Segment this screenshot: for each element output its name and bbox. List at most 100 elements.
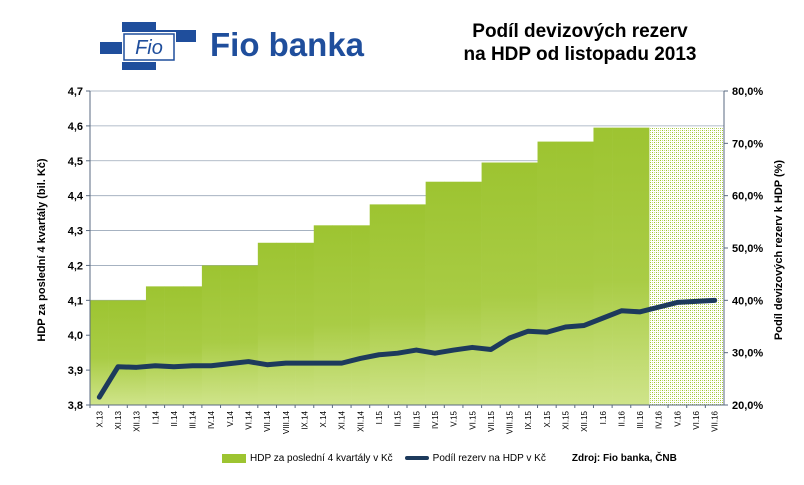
y-tick-label: 3,9	[68, 365, 83, 377]
brand-name: Fio banka	[210, 26, 365, 63]
x-tick-label: VIII.15	[506, 410, 515, 434]
share-line	[96, 297, 718, 400]
bar	[518, 162, 538, 405]
x-tick-label: I.15	[375, 410, 384, 424]
y2-tick-label: 40,0%	[732, 295, 763, 307]
bar	[90, 300, 109, 405]
bar	[556, 141, 576, 406]
y2-axis-label: Podíl devizových rezerv k HDP (%)	[773, 160, 785, 340]
x-tick-label: IV.16	[655, 410, 664, 428]
bar	[574, 141, 594, 406]
bar	[425, 181, 445, 405]
x-tick-label: II.15	[394, 410, 403, 426]
x-tick-label: II.16	[617, 410, 626, 426]
bar	[276, 242, 296, 405]
legend-label-gdp: HDP za poslední 4 kvartály v Kč	[250, 452, 393, 464]
x-tick-label: V.14	[226, 410, 235, 426]
bar	[220, 265, 240, 405]
bar	[295, 242, 315, 405]
bar	[537, 141, 557, 406]
x-tick-label: I.14	[151, 410, 160, 424]
x-tick-label: XII.14	[356, 410, 365, 431]
bar	[313, 225, 333, 405]
x-tick-label: III.14	[189, 410, 198, 428]
y-axis-label: HDP za poslední 4 kvartály (bil. Kč)	[36, 158, 48, 342]
x-tick-label: VII.16	[711, 410, 720, 431]
x-tick-label: V.16	[673, 410, 682, 426]
x-tick-label: VIII.14	[282, 410, 291, 434]
bar	[407, 204, 426, 405]
y-tick-label: 4,0	[68, 330, 83, 342]
y-tick-label: 4,6	[68, 121, 83, 133]
y2-tick-label: 70,0%	[732, 138, 763, 150]
x-tick-label: XI.14	[338, 410, 347, 429]
x-tick-label: IX.15	[524, 410, 533, 429]
x-tick-label: XII.13	[133, 410, 142, 431]
x-tick-label: VII.15	[487, 410, 496, 431]
x-tick-label: XI.15	[562, 410, 571, 429]
x-tick-label: X.13	[95, 410, 104, 427]
x-tick-label: XII.15	[580, 410, 589, 431]
bar	[668, 127, 688, 405]
x-tick-label: VI.15	[468, 410, 477, 429]
bar	[145, 286, 165, 405]
y2-tick-label: 30,0%	[732, 348, 763, 360]
bar	[127, 300, 147, 405]
y-tick-label: 4,4	[68, 191, 84, 203]
title-line-2: na HDP od listopadu 2013	[463, 44, 697, 65]
bar	[164, 286, 184, 405]
bar	[257, 242, 277, 405]
bar	[705, 127, 725, 405]
bar	[201, 265, 221, 405]
bar	[649, 127, 669, 405]
x-tick-label: VII.14	[263, 410, 272, 431]
y2-tick-label: 50,0%	[732, 243, 763, 255]
bar	[686, 127, 706, 405]
x-tick-label: VI.14	[245, 410, 254, 429]
x-tick-label: II.14	[170, 410, 179, 426]
bar	[183, 286, 203, 405]
bar	[239, 265, 259, 405]
x-tick-label: VI.16	[692, 410, 701, 429]
bar	[500, 162, 520, 405]
y-tick-label: 3,8	[68, 400, 83, 412]
bar	[351, 225, 371, 405]
bar	[108, 300, 128, 405]
x-tick-label: IX.14	[300, 410, 309, 429]
axes: 3,8 3,9 4,0 4,1 4,2 4,3 4,4 4,5 4,6 4,7 20,0% 30,0%…	[68, 86, 764, 434]
x-tick-label: XI.13	[114, 410, 123, 429]
legend: HDP za poslední 4 kvartály v Kč Podíl re…	[222, 450, 677, 466]
line-series	[96, 297, 718, 400]
bar	[612, 127, 632, 405]
chart-title: Podíl devizových rezerv na HDP od listop…	[430, 20, 730, 66]
bar	[593, 127, 613, 405]
legend-item-gdp: HDP za poslední 4 kvartály v Kč	[222, 453, 393, 464]
x-tick-label: V.15	[450, 410, 459, 426]
y-tick-label: 4,2	[68, 260, 83, 272]
y2-tick-label: 60,0%	[732, 191, 763, 203]
bar	[388, 204, 408, 405]
title-line-1: Podíl devizových rezerv	[472, 21, 688, 42]
x-tick-label: I.16	[599, 410, 608, 424]
y-tick-label: 4,1	[68, 295, 83, 307]
x-tick-label: IV.14	[207, 410, 216, 428]
fio-logo: Fio	[100, 22, 196, 70]
bar	[332, 225, 352, 405]
x-tick-label: X.15	[543, 410, 552, 427]
x-tick-label: X.14	[319, 410, 328, 427]
x-tick-label: III.16	[636, 410, 645, 428]
y2-tick-label: 80,0%	[732, 86, 763, 98]
bar	[630, 127, 650, 405]
bar	[481, 162, 501, 405]
source-note: Zdroj: Fio banka, ČNB	[571, 452, 677, 464]
bar	[462, 181, 482, 405]
legend-item-share: Podíl rezerv na HDP v Kč	[404, 452, 546, 464]
y-tick-label: 4,5	[68, 156, 83, 168]
bar	[444, 181, 464, 405]
logo-text: Fio	[135, 37, 163, 59]
x-tick-label: III.15	[412, 410, 421, 428]
bars	[90, 127, 725, 406]
legend-label-share: Podíl rezerv na HDP v Kč	[432, 452, 546, 464]
